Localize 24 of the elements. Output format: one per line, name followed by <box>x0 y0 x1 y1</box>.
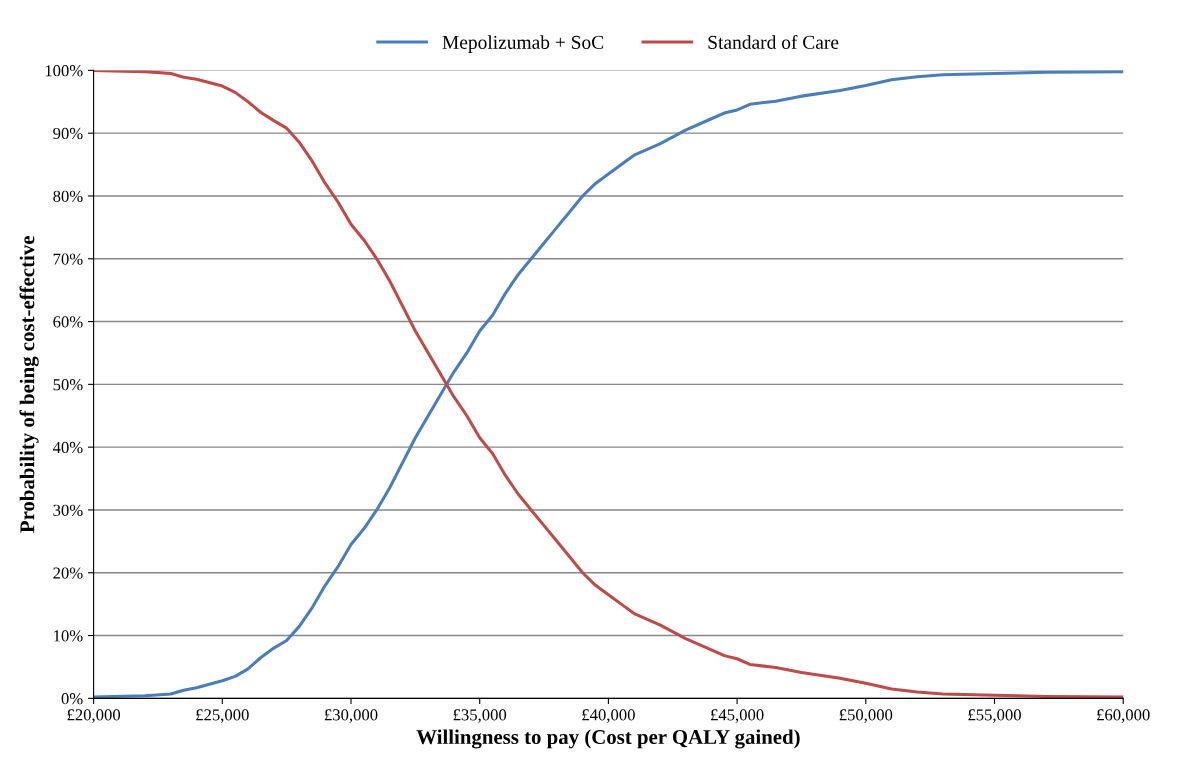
x-tick-label: £25,000 <box>196 709 249 723</box>
x-tick-label: £60,000 <box>1097 709 1150 723</box>
y-tick-label: 70% <box>53 253 83 265</box>
y-axis-title: Probability of being cost-effective <box>19 236 39 533</box>
x-tick-label: £40,000 <box>582 709 635 723</box>
x-tick-label: £20,000 <box>67 709 121 723</box>
x-tick-label: £45,000 <box>711 709 764 723</box>
y-tick-label: 60% <box>53 316 83 328</box>
legend-label: Standard of Care <box>708 35 839 49</box>
y-tick-label: 20% <box>53 567 83 579</box>
y-tick-label: 90% <box>53 127 83 140</box>
y-tick-label: 50% <box>53 379 83 391</box>
x-tick-label: £30,000 <box>324 709 378 723</box>
y-tick-label: 40% <box>52 441 83 454</box>
y-tick-label: 100% <box>45 65 83 77</box>
x-tick-label: £55,000 <box>968 709 1021 723</box>
y-tick-label: 30% <box>53 504 83 516</box>
legend-label: Mepolizumab + SoC <box>442 35 604 53</box>
x-tick-label: £35,000 <box>453 709 507 723</box>
y-tick-label: 0% <box>61 693 83 705</box>
y-tick-label: 80% <box>53 190 83 202</box>
x-tick-label: £50,000 <box>839 709 893 723</box>
y-tick-label: 10% <box>54 630 83 642</box>
x-axis-title: Willingness to pay (Cost per QALY gained) <box>416 729 800 749</box>
